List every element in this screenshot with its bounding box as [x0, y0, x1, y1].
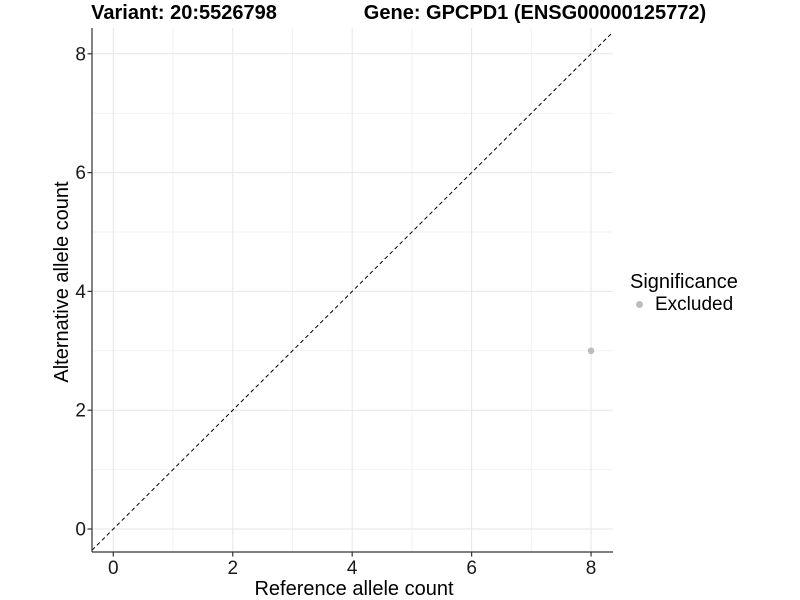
- x-tick-label: 6: [466, 558, 477, 579]
- plot-title-variant: Variant: 20:5526798: [91, 2, 277, 24]
- y-tick-label: 8: [75, 44, 86, 65]
- x-tick-label: 0: [108, 558, 119, 579]
- legend-title: Significance: [630, 271, 738, 293]
- x-axis-title: Reference allele count: [254, 578, 454, 600]
- legend-item-label: Excluded: [655, 294, 734, 315]
- identity-line: [91, 31, 614, 551]
- plot-title-gene: Gene: GPCPD1 (ENSG00000125772): [363, 2, 707, 24]
- y-tick-label: 6: [75, 163, 86, 184]
- x-tick-label: 8: [586, 558, 597, 579]
- data-point: [587, 347, 595, 355]
- legend-point-icon: [636, 301, 643, 308]
- y-tick-label: 4: [75, 282, 86, 303]
- x-tick-label: 4: [347, 558, 358, 579]
- x-tick-label: 2: [227, 558, 238, 579]
- legend-item-excluded: Excluded: [630, 294, 738, 315]
- y-tick-label: 2: [75, 401, 86, 422]
- y-tick-label: 0: [75, 520, 86, 541]
- y-axis-title: Alternative allele count: [51, 181, 73, 383]
- legend: Significance Excluded: [630, 271, 738, 316]
